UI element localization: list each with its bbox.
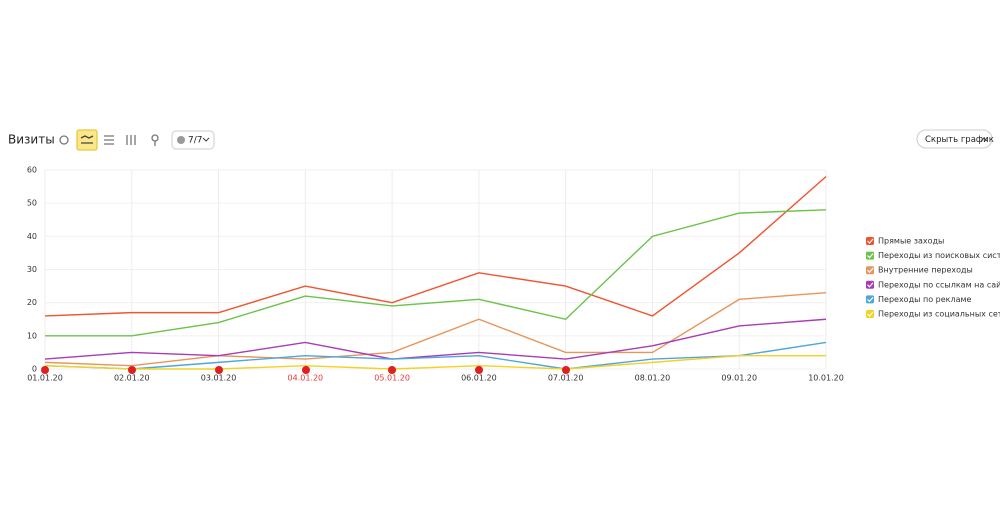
x-tick-label: 09.01.20 [721, 374, 757, 383]
x-tick-label: 02.01.20 [114, 374, 150, 383]
legend-checkbox[interactable] [866, 251, 874, 260]
page-title: Визиты [8, 133, 55, 147]
x-tick-label: 03.01.20 [201, 374, 237, 383]
series-line [44, 355, 826, 370]
y-tick-label: 50 [27, 199, 37, 208]
legend-check [867, 253, 874, 259]
x-tick-label: 07.01.20 [548, 374, 584, 383]
x-tick-label: 06.01.20 [461, 374, 497, 383]
series-line [44, 292, 827, 367]
legend-check [867, 238, 874, 244]
hide-chart-label[interactable]: Скрыть график [925, 135, 994, 145]
dropdown-arrow [202, 137, 210, 142]
legend-checkbox[interactable] [866, 280, 874, 289]
legend-label[interactable]: Переходы по рекламе [878, 295, 972, 304]
segments-icon [177, 136, 185, 144]
segments-dropdown[interactable] [171, 130, 215, 150]
legend-label[interactable]: Переходы по ссылкам на сайтах [878, 280, 1000, 289]
y-tick-label: 40 [27, 232, 37, 241]
x-tick-label: 01.01.20 [27, 374, 63, 383]
toolbar-icons[interactable] [59, 129, 159, 151]
hide-chart-button[interactable] [916, 129, 993, 149]
legend-checkbox[interactable] [866, 295, 874, 304]
legend-label[interactable]: Прямые заходы [878, 237, 944, 246]
legend-checkbox[interactable] [866, 266, 874, 275]
series-line [44, 176, 827, 317]
legend-check [867, 267, 874, 274]
y-tick-label: 20 [27, 298, 37, 307]
legend-check [867, 282, 874, 288]
x-tick-label: 10.01.20 [808, 374, 844, 383]
series-line [45, 209, 827, 337]
x-tick-label: 08.01.20 [635, 374, 671, 383]
segments-count[interactable]: 7/7 [188, 136, 202, 146]
x-tick-label: 04.01.20 [288, 374, 324, 383]
legend-checkbox[interactable] [866, 310, 874, 318]
button-arrow [980, 137, 988, 142]
y-tick-label: 60 [27, 166, 37, 175]
series-line [44, 318, 827, 360]
legend-label[interactable]: Переходы из поисковых систем [878, 251, 1000, 260]
y-tick-label: 0 [32, 365, 37, 374]
legend-label[interactable]: Внутренние переходы [878, 266, 973, 275]
event-markers [41, 366, 570, 374]
legend-check [867, 297, 874, 303]
legend-checkbox[interactable] [866, 237, 874, 245]
series-line [44, 341, 827, 370]
legend-check [867, 311, 874, 317]
x-tick-label: 05.01.20 [374, 374, 410, 383]
legend-label[interactable]: Переходы из социальных сетей [878, 310, 1000, 319]
y-tick-label: 10 [27, 331, 37, 340]
y-tick-label: 30 [27, 265, 37, 274]
